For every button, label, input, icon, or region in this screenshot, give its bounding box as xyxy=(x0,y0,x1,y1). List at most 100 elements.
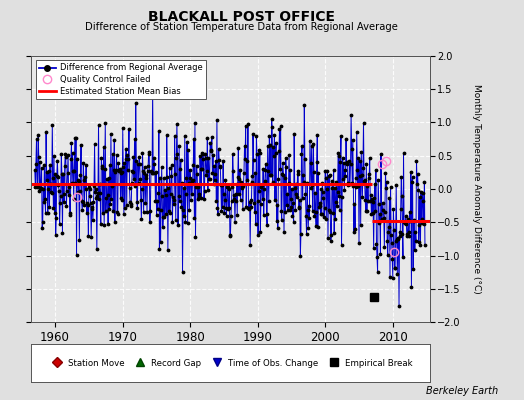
Point xyxy=(154,206,162,212)
Point xyxy=(411,246,419,253)
Point xyxy=(224,206,232,212)
Point xyxy=(381,208,389,215)
Point xyxy=(346,161,355,167)
Point xyxy=(344,182,353,188)
Point xyxy=(172,155,180,161)
Point xyxy=(81,174,89,180)
Point xyxy=(380,243,389,250)
Point xyxy=(144,163,152,169)
Point xyxy=(384,228,392,235)
Point xyxy=(157,207,165,214)
Point xyxy=(112,166,120,173)
Point xyxy=(196,153,204,159)
Point xyxy=(212,158,220,164)
Point xyxy=(367,211,376,218)
Point xyxy=(207,148,215,154)
Point xyxy=(302,213,310,220)
Point xyxy=(366,198,375,205)
Point xyxy=(312,223,320,229)
Point xyxy=(71,179,80,186)
Point xyxy=(160,175,168,181)
Point xyxy=(160,214,169,220)
Point xyxy=(52,214,60,221)
Point xyxy=(255,146,263,153)
Point xyxy=(163,174,171,180)
Point xyxy=(138,150,147,156)
Point xyxy=(59,171,67,178)
Point xyxy=(213,117,221,124)
Point xyxy=(352,174,361,181)
Point xyxy=(184,147,192,153)
Point xyxy=(307,160,315,166)
Point xyxy=(87,233,95,240)
Point xyxy=(107,196,116,202)
Point xyxy=(100,222,108,228)
Point xyxy=(145,150,154,157)
Point xyxy=(99,163,107,170)
Point xyxy=(128,168,137,174)
Point xyxy=(34,132,42,138)
Point xyxy=(316,211,325,217)
Point xyxy=(190,136,198,142)
Point xyxy=(347,146,356,152)
Point xyxy=(211,171,220,177)
Point xyxy=(210,163,219,170)
Point xyxy=(272,139,280,146)
Point xyxy=(267,116,276,122)
Point xyxy=(174,222,182,228)
Point xyxy=(355,172,364,179)
Point xyxy=(179,207,187,213)
Point xyxy=(237,185,246,191)
Point xyxy=(94,122,103,128)
Point xyxy=(292,191,301,197)
Point xyxy=(141,200,149,206)
Point xyxy=(52,172,61,179)
Point xyxy=(256,229,265,235)
Point xyxy=(190,214,199,221)
Point xyxy=(356,158,364,165)
Point xyxy=(243,158,251,164)
Point xyxy=(173,151,182,157)
Point xyxy=(145,149,153,155)
Point xyxy=(119,211,128,217)
Point xyxy=(53,158,61,164)
Point xyxy=(279,172,288,178)
Point xyxy=(386,184,395,190)
Point xyxy=(151,198,160,204)
Point xyxy=(35,187,43,194)
Point xyxy=(361,197,369,203)
Point xyxy=(327,232,335,238)
Point xyxy=(82,210,91,216)
Point xyxy=(241,156,249,162)
Point xyxy=(362,161,370,167)
Point xyxy=(77,142,85,148)
Point xyxy=(37,185,45,192)
Point xyxy=(48,122,57,128)
Point xyxy=(396,228,404,235)
Point xyxy=(69,150,77,156)
Point xyxy=(383,238,391,244)
Point xyxy=(253,197,261,204)
Point xyxy=(117,168,126,175)
Point xyxy=(96,220,105,227)
Point xyxy=(385,195,394,202)
Point xyxy=(90,183,98,189)
Text: Berkeley Earth: Berkeley Earth xyxy=(425,386,498,396)
Point xyxy=(42,176,51,183)
Point xyxy=(310,213,319,219)
Point xyxy=(378,217,386,223)
Point xyxy=(214,146,223,152)
Point xyxy=(204,155,213,161)
Point xyxy=(416,242,424,248)
Point xyxy=(392,236,401,242)
Point xyxy=(128,180,136,186)
Point xyxy=(134,180,143,187)
Point xyxy=(404,215,412,222)
Point xyxy=(136,176,145,182)
Point xyxy=(326,209,334,215)
Point xyxy=(314,224,322,230)
Point xyxy=(375,200,383,207)
Point xyxy=(122,156,130,163)
Point xyxy=(388,256,397,263)
Point xyxy=(176,198,184,204)
